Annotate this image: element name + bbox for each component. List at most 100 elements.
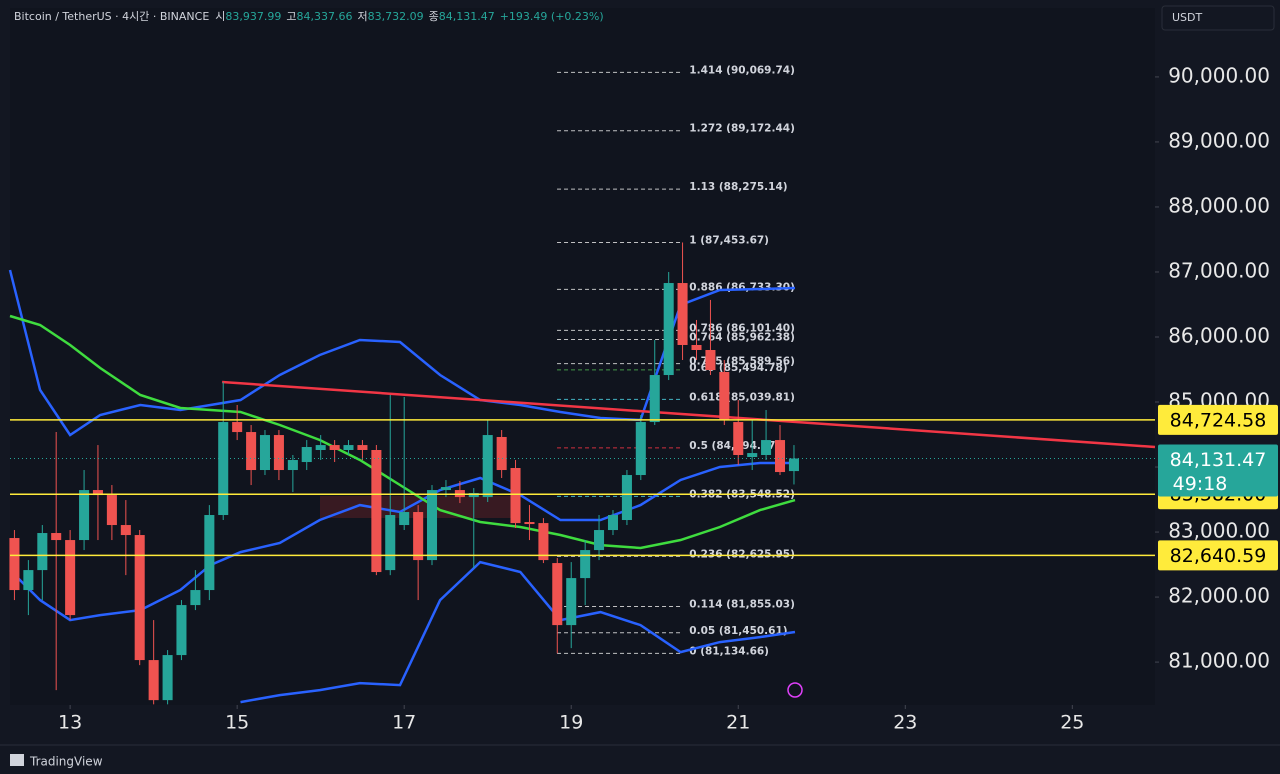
candle-body bbox=[788, 458, 799, 472]
candle-body bbox=[413, 512, 424, 561]
fib-label: 0.764 (85,962.38) bbox=[689, 331, 795, 343]
x-tick-label: 15 bbox=[225, 712, 249, 734]
x-tick-label: 13 bbox=[58, 712, 82, 734]
y-tick-label: 88,000.00 bbox=[1168, 193, 1270, 217]
candle-body bbox=[120, 525, 131, 536]
candle-body bbox=[524, 522, 535, 525]
ohlc-value: 83,732.09 bbox=[368, 10, 424, 23]
candle-body bbox=[190, 590, 201, 606]
candle-body bbox=[482, 435, 493, 498]
y-tick-label: 82,000.00 bbox=[1168, 584, 1270, 608]
price-level-label: 84,724.58 bbox=[1170, 409, 1267, 431]
fib-label: 0.69 (85,494.78) bbox=[689, 362, 787, 374]
candle-body bbox=[329, 445, 340, 450]
candle-body bbox=[468, 493, 479, 498]
y-tick-label: 87,000.00 bbox=[1168, 258, 1270, 282]
candle-body bbox=[538, 523, 549, 561]
candle-body bbox=[259, 435, 270, 471]
ohlc-label: 시 bbox=[215, 10, 225, 23]
alert-icon[interactable] bbox=[787, 682, 803, 698]
candle-body bbox=[677, 283, 688, 345]
candle-body bbox=[635, 422, 646, 476]
candle-body bbox=[566, 578, 577, 626]
candle-body bbox=[691, 344, 702, 350]
candle-body bbox=[343, 445, 354, 450]
fib-label: 1.414 (90,069.74) bbox=[689, 64, 795, 76]
countdown: 49:18 bbox=[1173, 473, 1228, 495]
candle-body bbox=[273, 435, 284, 471]
candle-body bbox=[287, 460, 298, 471]
candle-body bbox=[9, 538, 20, 591]
fib-label: 1.272 (89,172.44) bbox=[689, 123, 795, 135]
y-tick-label: 81,000.00 bbox=[1168, 649, 1270, 673]
current-price-label: 84,131.47 bbox=[1170, 449, 1267, 471]
current-price-box bbox=[1158, 444, 1278, 497]
candle-body bbox=[148, 660, 159, 701]
candle-body bbox=[607, 515, 619, 531]
price-level-box bbox=[1158, 540, 1278, 571]
brand-logo bbox=[10, 754, 24, 766]
y-tick-label: 83,000.00 bbox=[1168, 519, 1270, 543]
candle-body bbox=[510, 468, 521, 524]
candle-body bbox=[580, 550, 591, 579]
ohlc-value: 84,337.66 bbox=[297, 10, 353, 23]
candle-body bbox=[733, 422, 744, 456]
indicator-line bbox=[9, 314, 796, 550]
range-box bbox=[320, 496, 520, 518]
change: +193.49 (+0.23%) bbox=[500, 10, 604, 23]
x-tick-label: 25 bbox=[1060, 712, 1084, 734]
x-tick-label: 21 bbox=[726, 712, 750, 734]
candle-body bbox=[357, 445, 368, 450]
candle-body bbox=[705, 349, 716, 371]
price-axis bbox=[1155, 0, 1280, 745]
fib-label: 0 (81,134.66) bbox=[689, 645, 769, 657]
candle-body bbox=[426, 490, 438, 561]
candle-body bbox=[774, 440, 786, 473]
ohlc-label: 종 bbox=[429, 10, 439, 23]
candle-body bbox=[371, 449, 382, 573]
candle-body bbox=[663, 283, 674, 376]
fib-label: 0.236 (82,625.95) bbox=[689, 548, 795, 560]
candle-body bbox=[218, 422, 229, 516]
x-tick-label: 17 bbox=[392, 712, 416, 734]
ohlc-label: 고 bbox=[286, 10, 296, 23]
plot-area bbox=[10, 8, 1155, 705]
x-tick-label: 23 bbox=[893, 712, 917, 734]
candle-body bbox=[649, 375, 660, 423]
ohlc-label: 저 bbox=[358, 10, 368, 23]
candle-body bbox=[399, 512, 410, 526]
y-tick-label: 86,000.00 bbox=[1168, 323, 1270, 347]
price-level-box bbox=[1158, 404, 1278, 435]
candle-body bbox=[162, 655, 173, 701]
candle-body bbox=[204, 515, 215, 591]
candle-body bbox=[315, 445, 326, 450]
fib-label: 0.05 (81,450.61) bbox=[689, 625, 787, 637]
candle-body bbox=[176, 605, 187, 656]
fib-label: 1 (87,453.67) bbox=[689, 234, 769, 246]
brand: TradingView bbox=[29, 755, 103, 769]
candle-body bbox=[79, 490, 90, 541]
candle-body bbox=[65, 540, 76, 616]
candle-body bbox=[747, 453, 758, 458]
candle-body bbox=[301, 447, 312, 463]
x-tick-label: 19 bbox=[559, 712, 583, 734]
candle-body bbox=[594, 530, 605, 551]
fib-label: 0.786 (86,101.40) bbox=[689, 322, 795, 334]
currency-button[interactable] bbox=[1161, 5, 1275, 31]
candle-body bbox=[134, 535, 145, 661]
candle-body bbox=[552, 563, 563, 626]
candle-body bbox=[246, 432, 257, 471]
y-tick-label: 89,000.00 bbox=[1168, 128, 1270, 152]
fib-label: 0.618 (85,039.81) bbox=[689, 391, 795, 403]
candle-body bbox=[92, 490, 103, 496]
ohlc-value: 84,131.47 bbox=[439, 10, 495, 23]
candle-body bbox=[51, 533, 62, 541]
symbol: Bitcoin / TetherUS · 4시간 · BINANCE bbox=[14, 10, 209, 23]
candle-body bbox=[23, 570, 34, 591]
indicator-line bbox=[240, 560, 796, 704]
candle-body bbox=[385, 515, 396, 571]
candle-body bbox=[621, 475, 632, 521]
candle-body bbox=[232, 422, 243, 433]
currency-label: USDT bbox=[1172, 11, 1203, 24]
